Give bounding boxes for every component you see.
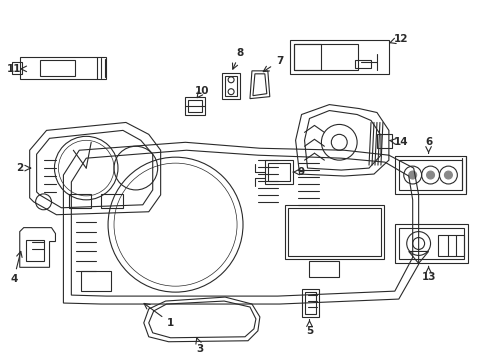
Bar [376, 134, 391, 148]
Text: 13: 13 [421, 272, 435, 282]
Text: 8: 8 [236, 48, 243, 58]
Bar [81, 271, 111, 291]
Bar [301, 289, 319, 317]
Bar [394, 156, 466, 194]
Text: 6: 6 [424, 137, 431, 147]
Text: 14: 14 [393, 137, 407, 147]
Text: 4: 4 [10, 274, 18, 284]
Text: 2: 2 [16, 163, 23, 173]
Bar [69, 194, 91, 208]
Text: 10: 10 [195, 86, 209, 96]
Bar [398, 228, 463, 260]
Bar [289, 40, 388, 74]
Circle shape [426, 171, 434, 179]
Bar [188, 100, 202, 112]
Text: 11: 11 [6, 64, 21, 74]
Text: 3: 3 [196, 344, 203, 354]
Bar [101, 194, 122, 208]
Bar [304, 292, 316, 314]
Bar [284, 205, 383, 260]
Circle shape [444, 171, 451, 179]
Text: 7: 7 [275, 56, 283, 66]
Bar [20, 57, 106, 79]
Bar [398, 160, 461, 190]
Bar [185, 96, 205, 114]
Bar [394, 224, 468, 264]
Bar [293, 44, 357, 70]
Bar [267, 163, 289, 181]
Bar [12, 62, 21, 74]
Bar [26, 239, 43, 261]
Bar [40, 60, 75, 76]
Circle shape [408, 171, 416, 179]
Bar [354, 60, 370, 68]
Text: 12: 12 [393, 34, 407, 44]
Text: 5: 5 [305, 326, 312, 336]
Bar [309, 261, 339, 277]
Text: 9: 9 [297, 167, 305, 177]
Bar [224, 76, 237, 96]
Bar [438, 235, 463, 256]
Bar [264, 160, 292, 184]
Bar [222, 73, 240, 99]
Bar [293, 44, 321, 70]
Text: 1: 1 [166, 318, 174, 328]
Bar [287, 208, 380, 256]
